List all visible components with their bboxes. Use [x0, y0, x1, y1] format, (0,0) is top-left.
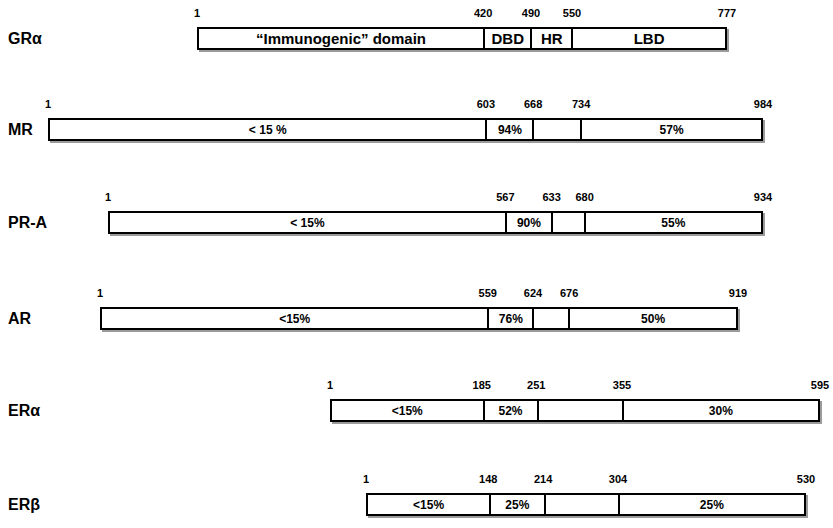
domain-segment: 57% [580, 120, 761, 139]
domain-segment: DBD [483, 29, 530, 48]
segment-label: 76% [499, 312, 523, 326]
segment-label: <15% [413, 498, 444, 512]
residue-tick-label: 420 [474, 7, 492, 20]
domain-segment: <15% [368, 495, 489, 514]
residue-tick-label: 550 [563, 7, 581, 20]
residue-tick-label: 251 [527, 379, 545, 392]
domain-segment [532, 309, 568, 328]
domain-segment: 76% [487, 309, 532, 328]
domain-segment: 90% [505, 213, 551, 232]
residue-tick-label: 777 [718, 7, 736, 20]
segment-label: 57% [660, 123, 684, 137]
protein-bar: <15% 76% 50% [100, 307, 738, 330]
receptor-name: MR [8, 118, 33, 141]
residue-tick-label: 624 [524, 287, 542, 300]
receptor-domain-diagram: GRα “Immunogenic” domain DBD HR LBD 1 420 490 55… [0, 0, 833, 528]
residue-tick-label: 680 [575, 191, 593, 204]
segment-label: <15% [392, 404, 423, 418]
segment-label: 30% [709, 404, 733, 418]
residue-tick-label: 668 [524, 98, 542, 111]
residue-tick-label: 185 [473, 379, 491, 392]
residue-tick-label: 934 [754, 191, 772, 204]
receptor-name: AR [8, 307, 31, 330]
residue-tick-label: 567 [496, 191, 514, 204]
segment-label: <15% [279, 312, 310, 326]
receptor-name: GRα [8, 27, 42, 50]
receptor-name: ERα [8, 399, 40, 422]
segment-label: DBD [491, 30, 524, 47]
segment-label: “Immunogenic” domain [256, 30, 426, 47]
residue-tick-label: 1 [194, 7, 200, 20]
protein-bar: < 15% 90% 55% [108, 211, 763, 234]
protein-bar: <15% 52% 30% [330, 399, 820, 422]
segment-label: 94% [498, 123, 522, 137]
segment-label: LBD [634, 30, 665, 47]
residue-tick-label: 214 [534, 473, 552, 486]
residue-tick-label: 355 [613, 379, 631, 392]
receptor-name: ERβ [8, 493, 40, 516]
segment-label: < 15% [290, 216, 324, 230]
segment-label: HR [541, 30, 563, 47]
domain-segment: 30% [622, 401, 818, 420]
domain-segment: < 15 % [50, 120, 485, 139]
segment-label: 55% [661, 216, 685, 230]
residue-tick-label: 1 [363, 473, 369, 486]
residue-tick-label: 530 [797, 473, 815, 486]
domain-segment: 50% [568, 309, 736, 328]
protein-bar: < 15 % 94% 57% [48, 118, 763, 141]
residue-tick-label: 490 [522, 7, 540, 20]
residue-tick-label: 984 [754, 98, 772, 111]
receptor-name: PR-A [8, 211, 47, 234]
protein-bar: <15% 25% 25% [366, 493, 806, 516]
domain-segment [544, 495, 618, 514]
residue-tick-label: 1 [327, 379, 333, 392]
residue-tick-label: 919 [729, 287, 747, 300]
segment-label: 25% [700, 498, 724, 512]
residue-tick-label: 633 [542, 191, 560, 204]
domain-segment: 25% [618, 495, 804, 514]
segment-label: 52% [499, 404, 523, 418]
domain-segment [532, 120, 580, 139]
domain-segment: <15% [102, 309, 487, 328]
residue-tick-label: 559 [479, 287, 497, 300]
residue-tick-label: 1 [45, 98, 51, 111]
residue-tick-label: 1 [105, 191, 111, 204]
domain-segment: < 15% [110, 213, 505, 232]
domain-segment: “Immunogenic” domain [199, 29, 483, 48]
residue-tick-label: 734 [572, 98, 590, 111]
domain-segment: 94% [485, 120, 532, 139]
domain-segment: 55% [584, 213, 761, 232]
residue-tick-label: 676 [560, 287, 578, 300]
domain-segment [537, 401, 622, 420]
residue-tick-label: 148 [479, 473, 497, 486]
domain-segment: 25% [489, 495, 543, 514]
domain-segment [551, 213, 584, 232]
residue-tick-label: 304 [609, 473, 627, 486]
domain-segment: <15% [332, 401, 483, 420]
segment-label: 90% [517, 216, 541, 230]
domain-segment: HR [530, 29, 571, 48]
domain-segment: LBD [571, 29, 725, 48]
residue-tick-label: 603 [477, 98, 495, 111]
residue-tick-label: 595 [811, 379, 829, 392]
protein-bar: “Immunogenic” domain DBD HR LBD [197, 27, 727, 50]
residue-tick-label: 1 [97, 287, 103, 300]
segment-label: 50% [641, 312, 665, 326]
domain-segment: 52% [483, 401, 537, 420]
segment-label: < 15 % [249, 123, 287, 137]
segment-label: 25% [505, 498, 529, 512]
